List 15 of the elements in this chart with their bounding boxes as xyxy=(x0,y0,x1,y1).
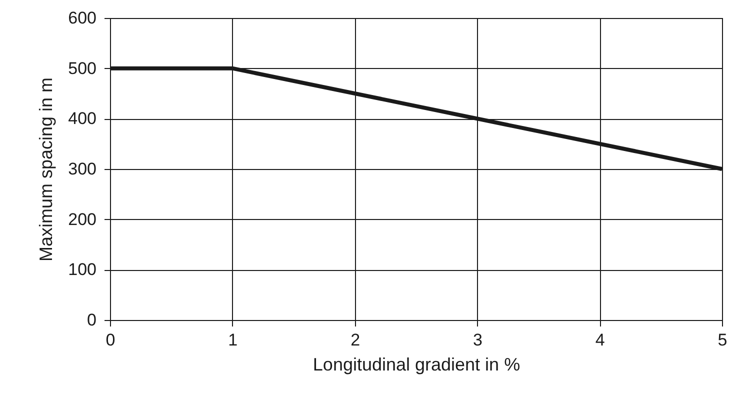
y-tick-label: 300 xyxy=(68,160,96,178)
x-axis-title: Longitudinal gradient in % xyxy=(312,354,520,374)
x-tick-label: 3 xyxy=(472,330,482,350)
x-tick-label: 0 xyxy=(106,330,116,350)
y-tick-label: 0 xyxy=(87,310,96,330)
y-tick-label: 600 xyxy=(68,8,96,28)
y-tick-label: 400 xyxy=(68,109,96,128)
x-tick-label: 2 xyxy=(350,330,360,350)
y-tick-label: 100 xyxy=(68,260,96,280)
x-tick-label: 1 xyxy=(228,330,238,350)
y-tick-label: 200 xyxy=(68,210,96,229)
y-tick-label: 500 xyxy=(68,58,96,78)
y-axis-title: Maximum spacing in m xyxy=(36,77,56,262)
x-tick-label: 5 xyxy=(718,330,728,350)
x-tick-label: 4 xyxy=(595,330,605,350)
